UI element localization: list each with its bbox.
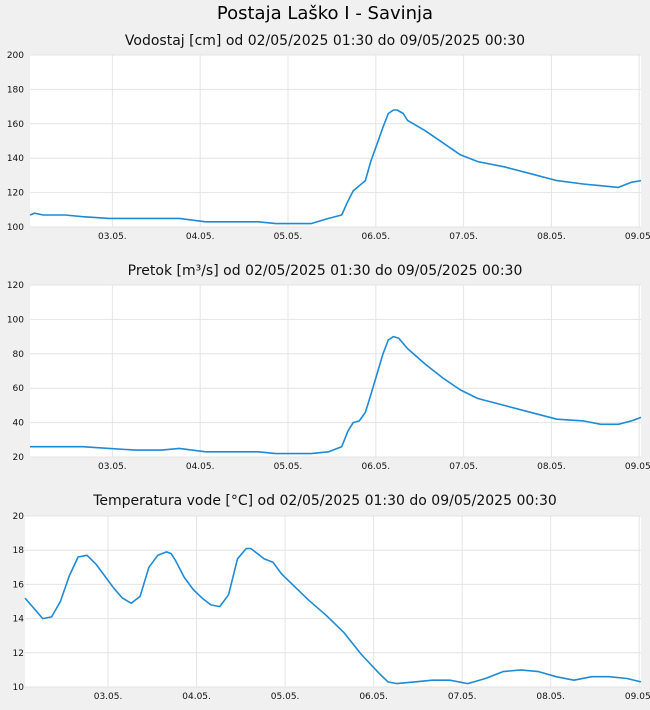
y-tick-label: 180	[7, 85, 24, 95]
x-tick-label: 08.05.	[536, 692, 565, 702]
x-tick-label: 03.05.	[94, 692, 123, 702]
chart-panel-3: Temperatura vode [°C] od 02/05/2025 01:3…	[13, 493, 650, 702]
y-tick-label: 120	[7, 189, 24, 199]
chart-panel-2: Pretok [m³/s] od 02/05/2025 01:30 do 09/…	[7, 263, 650, 472]
plot-area	[30, 285, 641, 457]
y-tick-label: 10	[13, 683, 25, 693]
chart-title: Vodostaj [cm] od 02/05/2025 01:30 do 09/…	[125, 33, 525, 49]
y-tick-label: 20	[13, 512, 25, 522]
x-tick-label: 05.05.	[274, 462, 303, 472]
chart-panel-1: Vodostaj [cm] od 02/05/2025 01:30 do 09/…	[7, 33, 650, 242]
x-tick-label: 03.05.	[98, 232, 127, 242]
x-tick-label: 09.05.	[625, 232, 650, 242]
y-tick-label: 100	[7, 315, 24, 325]
x-tick-label: 09.05.	[625, 462, 650, 472]
y-tick-label: 100	[7, 223, 24, 233]
page-title: Postaja Laško I - Savinja	[216, 3, 434, 24]
x-tick-label: 06.05.	[361, 232, 390, 242]
y-tick-label: 140	[7, 154, 24, 164]
x-tick-label: 05.05.	[274, 232, 303, 242]
x-tick-label: 09.05.	[625, 692, 650, 702]
y-tick-label: 14	[13, 615, 25, 625]
x-tick-label: 07.05.	[448, 692, 477, 702]
y-tick-label: 200	[7, 51, 24, 61]
x-tick-label: 04.05.	[186, 232, 215, 242]
y-tick-label: 12	[13, 649, 24, 659]
x-tick-label: 06.05.	[359, 692, 388, 702]
y-tick-label: 16	[13, 580, 25, 590]
x-tick-label: 07.05.	[449, 462, 478, 472]
y-tick-label: 18	[13, 546, 25, 556]
x-tick-label: 08.05.	[537, 232, 566, 242]
chart-title: Pretok [m³/s] od 02/05/2025 01:30 do 09/…	[128, 263, 523, 279]
x-tick-label: 08.05.	[537, 462, 566, 472]
series-line	[30, 335, 642, 455]
x-tick-label: 04.05.	[186, 462, 215, 472]
series-line	[29, 109, 642, 225]
chart-title: Temperatura vode [°C] od 02/05/2025 01:3…	[92, 493, 557, 509]
y-tick-label: 60	[13, 384, 25, 394]
x-tick-label: 07.05.	[449, 232, 478, 242]
y-tick-label: 160	[7, 120, 24, 130]
x-tick-label: 06.05.	[361, 462, 390, 472]
y-tick-label: 120	[7, 281, 24, 291]
plot-area	[25, 516, 641, 687]
plot-area	[30, 55, 641, 227]
y-tick-label: 40	[13, 419, 25, 429]
y-tick-label: 80	[13, 350, 25, 360]
x-tick-label: 03.05.	[98, 462, 127, 472]
x-tick-label: 05.05.	[271, 692, 300, 702]
series-line	[24, 547, 642, 685]
x-tick-label: 04.05.	[182, 692, 211, 702]
y-tick-label: 20	[13, 453, 25, 463]
